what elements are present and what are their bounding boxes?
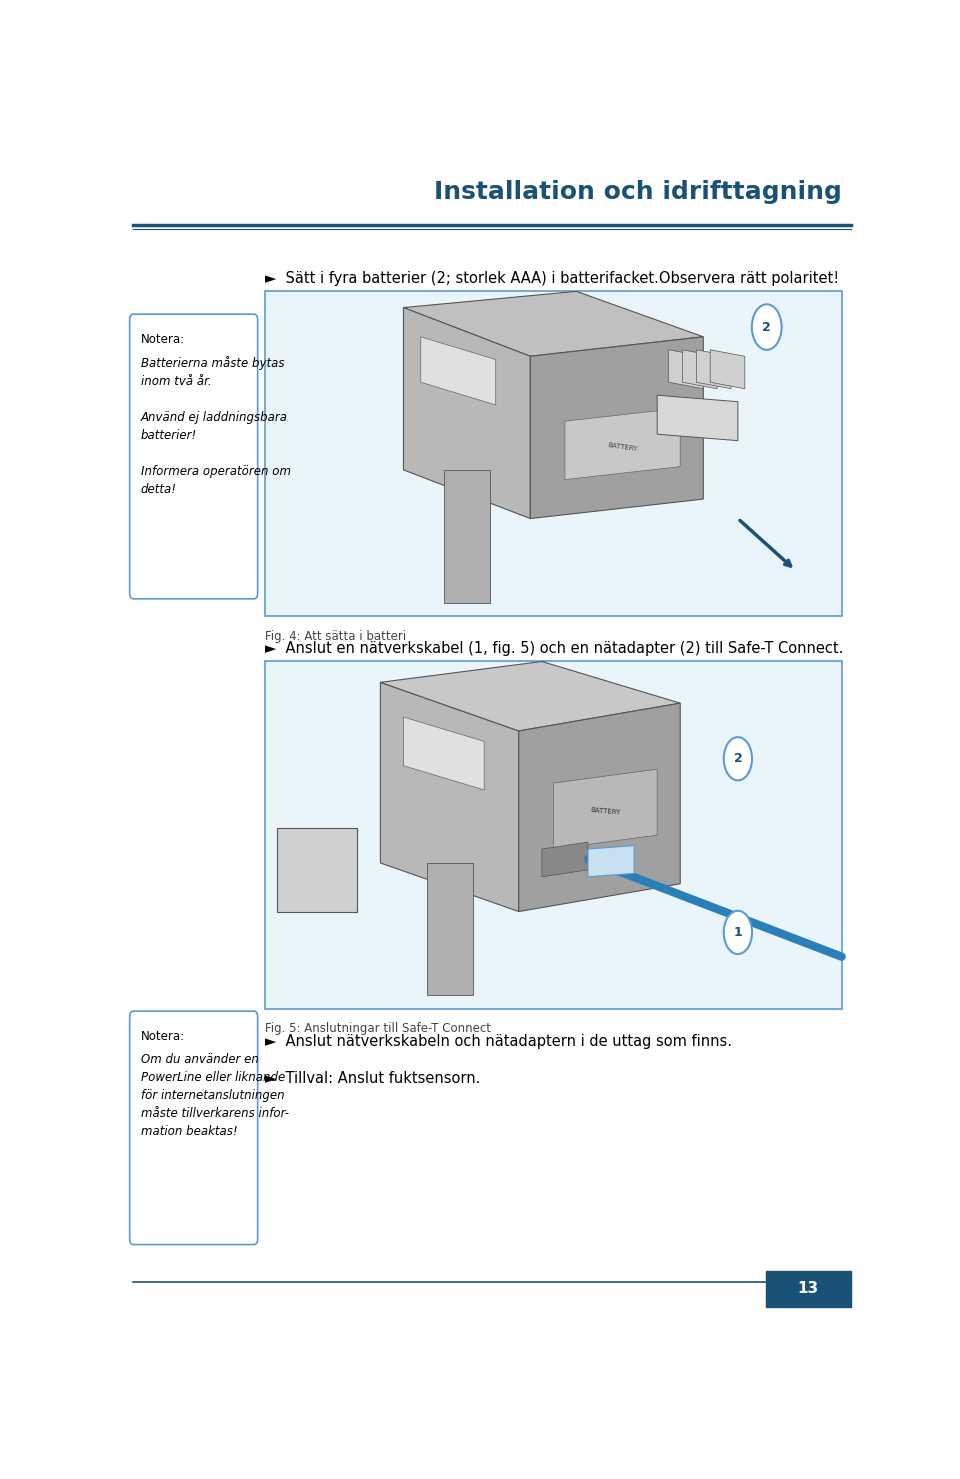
Text: Notera:: Notera: [141, 333, 185, 346]
Polygon shape [530, 337, 704, 519]
Circle shape [724, 911, 752, 954]
Text: 13: 13 [798, 1281, 819, 1297]
Polygon shape [588, 846, 635, 877]
Polygon shape [696, 351, 731, 389]
Text: ►  Anslut en nätverkskabel (1, fig. 5) och en nätadapter (2) till Safe-T Connect: ► Anslut en nätverkskabel (1, fig. 5) oc… [265, 640, 844, 657]
Polygon shape [553, 769, 658, 849]
Text: 2: 2 [733, 753, 742, 765]
Text: BATTERY: BATTERY [590, 806, 620, 815]
Polygon shape [564, 408, 681, 479]
FancyBboxPatch shape [265, 291, 842, 615]
FancyBboxPatch shape [130, 1012, 257, 1244]
Circle shape [752, 305, 781, 351]
Polygon shape [403, 291, 704, 356]
Polygon shape [710, 351, 745, 389]
FancyBboxPatch shape [130, 314, 257, 599]
Text: Fig. 5: Anslutningar till Safe-T Connect: Fig. 5: Anslutningar till Safe-T Connect [265, 1022, 492, 1035]
Polygon shape [683, 351, 717, 389]
Polygon shape [403, 717, 484, 790]
Text: 2: 2 [762, 321, 771, 334]
FancyBboxPatch shape [265, 661, 842, 1009]
Polygon shape [276, 828, 357, 911]
FancyBboxPatch shape [766, 1270, 851, 1307]
Text: ►  Sätt i fyra batterier (2; storlek AAA) i batterifacket.Observera rätt polarit: ► Sätt i fyra batterier (2; storlek AAA)… [265, 271, 839, 285]
Polygon shape [658, 395, 738, 441]
Polygon shape [669, 351, 704, 389]
Polygon shape [426, 862, 472, 995]
Text: Om du använder en
PowerLine eller liknande
för internetanslutningen
måste tillve: Om du använder en PowerLine eller liknan… [141, 1053, 289, 1139]
Polygon shape [444, 470, 490, 603]
Text: Batterierna måste bytas
inom två år.

Använd ej laddningsbara
batterier!

Inform: Batterierna måste bytas inom två år. Anv… [141, 356, 291, 497]
Polygon shape [403, 308, 530, 519]
Circle shape [724, 737, 752, 781]
Polygon shape [420, 337, 495, 405]
Text: ►  Anslut nätverkskabeln och nätadaptern i de uttag som finns.: ► Anslut nätverkskabeln och nätadaptern … [265, 1034, 732, 1049]
Text: Fig. 4: Att sätta i batteri: Fig. 4: Att sätta i batteri [265, 630, 406, 642]
Text: Notera:: Notera: [141, 1031, 185, 1044]
Text: ►  Tillval: Anslut fuktsensorn.: ► Tillval: Anslut fuktsensorn. [265, 1071, 480, 1087]
Text: 1: 1 [733, 926, 742, 939]
Polygon shape [380, 682, 518, 911]
Text: BATTERY: BATTERY [607, 442, 638, 453]
Polygon shape [380, 661, 681, 731]
Polygon shape [541, 842, 588, 877]
Polygon shape [518, 703, 681, 911]
Text: Installation och idrifttagning: Installation och idrifttagning [434, 179, 842, 204]
